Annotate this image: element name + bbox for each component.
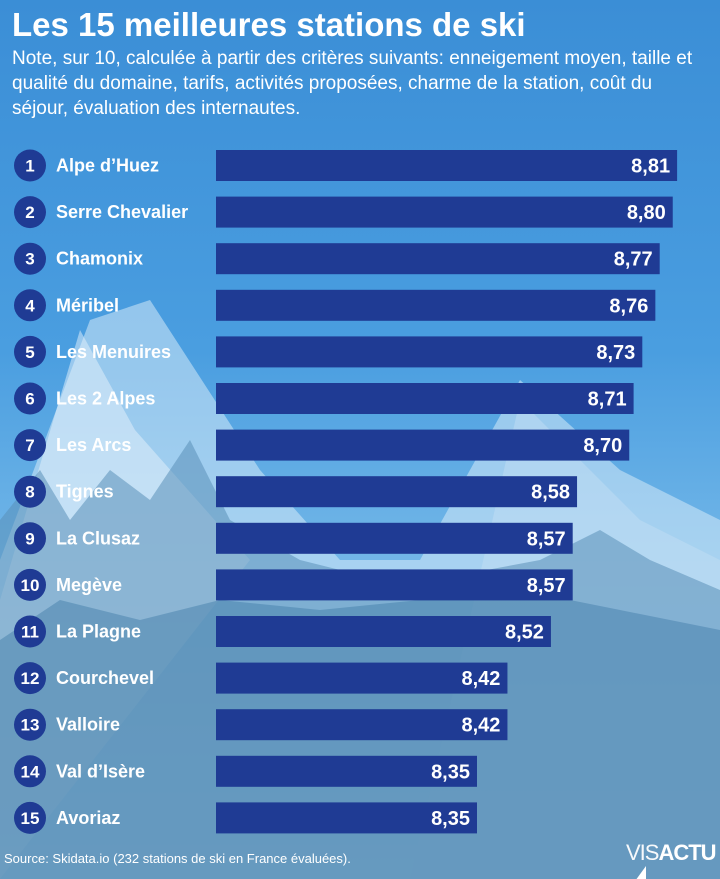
station-name: La Clusaz	[56, 528, 140, 548]
rank-circle	[14, 289, 46, 322]
bar	[216, 243, 660, 275]
value-label: 8,42	[462, 715, 501, 737]
value-label: 8,35	[431, 808, 470, 830]
bar	[216, 709, 508, 741]
value-label: 8,35	[431, 761, 470, 783]
station-name: Les Menuires	[56, 342, 171, 362]
value-label: 8,70	[583, 435, 622, 457]
bar	[216, 429, 630, 461]
bar	[216, 336, 643, 368]
bar	[216, 289, 656, 321]
value-label: 8,76	[609, 295, 648, 317]
rank-circle	[14, 382, 46, 415]
station-name: Les Arcs	[56, 435, 131, 455]
logo-slash-icon	[630, 866, 646, 879]
rank-label: 11	[21, 623, 39, 642]
value-label: 8,58	[531, 482, 570, 504]
station-name: La Plagne	[56, 622, 141, 642]
bar	[216, 662, 508, 694]
bar	[216, 569, 573, 601]
rank-circle	[14, 335, 46, 368]
value-label: 8,57	[527, 575, 566, 597]
station-name: Megève	[56, 575, 122, 595]
bar	[216, 150, 678, 181]
station-name: Serre Chevalier	[56, 202, 188, 222]
rank-label: 15	[21, 809, 40, 828]
rank-label: 2	[25, 203, 34, 222]
rank-circle	[14, 522, 46, 555]
bar	[216, 476, 578, 508]
value-label: 8,80	[627, 202, 666, 224]
chart-title: Les 15 meilleures stations de ski	[12, 6, 526, 43]
visactu-logo: VISACTU	[626, 840, 717, 879]
rank-label: 13	[21, 716, 40, 735]
bar	[216, 802, 477, 834]
value-label: 8,52	[505, 622, 544, 644]
source-note: Source: Skidata.io (232 stations de ski …	[4, 851, 351, 866]
chart-subtitle: Note, sur 10, calculée à partir des crit…	[12, 48, 693, 119]
value-label: 8,73	[596, 342, 635, 364]
rank-circle	[14, 196, 46, 229]
rank-circle	[14, 242, 46, 275]
rank-label: 1	[25, 157, 34, 176]
rank-label: 5	[25, 343, 34, 362]
value-label: 8,71	[588, 389, 627, 411]
rank-circle	[14, 801, 46, 834]
station-name: Tignes	[56, 482, 114, 502]
station-name: Méribel	[56, 295, 119, 315]
rank-label: 14	[21, 762, 40, 781]
rank-circle	[14, 568, 46, 601]
value-label: 8,57	[527, 528, 566, 550]
rank-circle	[14, 149, 46, 182]
rank-circle	[14, 755, 46, 788]
rank-circle	[14, 475, 46, 508]
rank-label: 6	[25, 390, 34, 409]
rank-label: 12	[21, 669, 40, 688]
rank-circle	[14, 429, 46, 462]
bar	[216, 196, 673, 228]
bar	[216, 522, 573, 554]
rank-label: 3	[25, 250, 34, 269]
rank-label: 8	[25, 483, 34, 502]
rank-label: 10	[21, 576, 40, 595]
rank-circle	[14, 708, 46, 741]
station-name: Valloire	[56, 715, 120, 735]
station-name: Courchevel	[56, 668, 154, 688]
station-name: Avoriaz	[56, 808, 120, 828]
rank-label: 7	[25, 436, 34, 455]
bar	[216, 616, 551, 647]
rank-circle	[14, 662, 46, 695]
bar	[216, 383, 634, 414]
station-name: Les 2 Alpes	[56, 389, 155, 409]
rank-label: 9	[25, 529, 34, 548]
station-name: Alpe d’Huez	[56, 156, 159, 176]
station-name: Chamonix	[56, 249, 143, 269]
bar	[216, 755, 477, 787]
station-name: Val d’Isère	[56, 761, 145, 781]
value-label: 8,77	[614, 249, 653, 271]
rank-circle	[14, 615, 46, 648]
value-label: 8,42	[462, 668, 501, 690]
rank-label: 4	[25, 296, 35, 315]
logo-part-2: ACTU	[658, 840, 716, 865]
logo-part-1: VIS	[626, 840, 659, 865]
value-label: 8,81	[631, 156, 670, 178]
